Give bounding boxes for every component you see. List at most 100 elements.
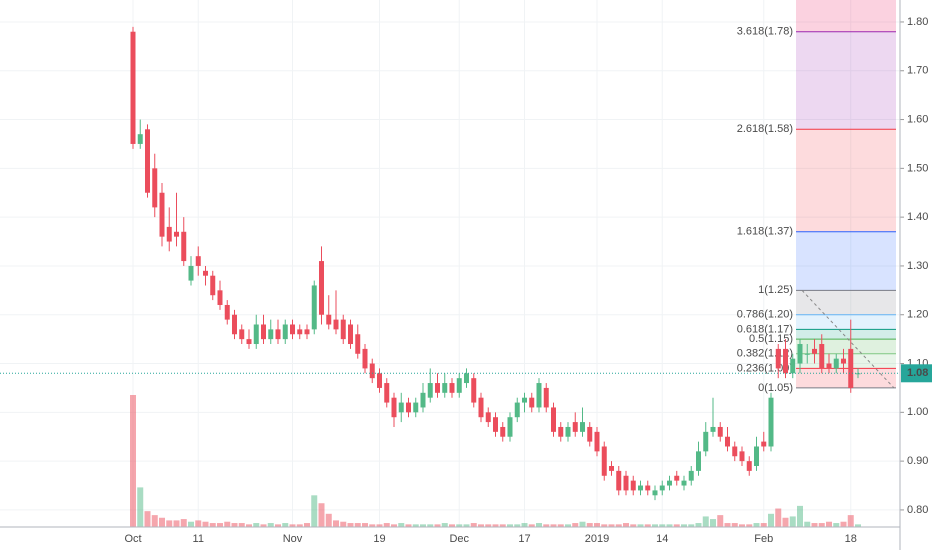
fib-band — [796, 290, 896, 315]
volume-bar — [775, 508, 782, 527]
volume-bar — [311, 495, 318, 527]
candle-body — [420, 392, 426, 408]
candle-body — [282, 324, 288, 340]
y-tick-label: 1.50 — [907, 162, 928, 174]
candle-body — [558, 426, 564, 437]
fib-label: 0.618(1.17) — [737, 323, 793, 335]
fib-label: 1.618(1.37) — [737, 226, 793, 238]
volume-bar — [608, 524, 615, 527]
candle-body — [768, 397, 774, 447]
candle-body — [166, 226, 172, 242]
candle-body — [203, 270, 208, 276]
candle-body — [580, 422, 585, 432]
candle-body — [449, 383, 455, 393]
candle-body — [456, 378, 462, 393]
fib-band — [796, 231, 896, 291]
candle-body — [522, 397, 527, 403]
volume-bar — [601, 524, 608, 527]
candle-body — [261, 324, 266, 340]
candle-body — [297, 329, 303, 335]
volume-bar — [282, 523, 289, 527]
volume-bar — [369, 524, 376, 527]
candle-body — [761, 441, 767, 447]
volume-bar — [514, 524, 521, 527]
candle-body — [369, 363, 375, 379]
y-tick-label: 1.40 — [907, 211, 928, 223]
x-tick-label: 17 — [518, 533, 530, 545]
candle-body — [739, 451, 745, 462]
candle-body — [804, 353, 810, 355]
x-tick-label: 19 — [373, 533, 385, 545]
volume-bar — [180, 519, 187, 527]
candle-body — [232, 314, 237, 335]
volume-bar — [427, 524, 434, 527]
volume-bar — [151, 515, 158, 527]
candle-body — [754, 446, 759, 467]
candle-body — [710, 426, 716, 432]
candle-body — [159, 192, 165, 237]
candle-body — [529, 397, 535, 408]
volume-bar — [731, 523, 738, 527]
volume-bar — [267, 523, 274, 527]
candle-body — [601, 446, 607, 476]
volume-bar — [383, 523, 390, 527]
candle-body — [326, 314, 332, 325]
volume-bar — [833, 523, 840, 527]
volume-bar — [652, 524, 658, 527]
volume-bar — [492, 524, 499, 527]
candle-body — [398, 402, 404, 413]
candle-body — [797, 344, 803, 364]
y-tick-label: 0.80 — [907, 504, 928, 516]
candle-body — [812, 348, 817, 354]
volume-bar — [188, 521, 194, 527]
volume-bar — [717, 515, 724, 527]
fib-band — [796, 129, 896, 232]
candle-body — [833, 358, 839, 369]
volume-bar — [434, 524, 441, 527]
volume-bar — [804, 521, 811, 527]
x-tick-label: Feb — [754, 533, 773, 545]
volume-bar — [137, 487, 144, 527]
y-tick-label: 1.60 — [907, 113, 928, 125]
candle-body — [137, 134, 143, 144]
volume-bar — [144, 511, 151, 527]
candle-body — [790, 358, 796, 374]
y-tick-label: 1.70 — [907, 65, 928, 77]
candle-body — [435, 383, 440, 393]
candle-body — [717, 426, 723, 437]
volume-bar — [202, 521, 209, 527]
volume-bar — [760, 523, 767, 527]
volume-bar — [528, 524, 535, 527]
volume-bar — [209, 523, 216, 527]
y-tick-label: 1.30 — [907, 260, 928, 272]
y-tick-label: 1.00 — [907, 406, 928, 418]
fib-band — [796, 0, 896, 32]
x-tick-label: Dec — [449, 533, 469, 545]
volume-bar — [441, 523, 448, 527]
candle-body — [391, 397, 397, 418]
volume-bar — [630, 524, 637, 527]
volume-bar — [130, 395, 136, 527]
candle-body — [239, 329, 245, 340]
volume-bar — [594, 523, 600, 527]
candle-body — [130, 31, 136, 144]
fib-label: 0.786(1.20) — [737, 309, 793, 321]
candle-body — [826, 363, 832, 369]
candle-body — [195, 256, 201, 266]
candle-body — [500, 426, 506, 437]
volume-bar — [739, 524, 745, 527]
candle-body — [551, 407, 556, 432]
candle-body — [377, 373, 382, 388]
candle-body — [427, 383, 433, 398]
candle-body — [783, 348, 788, 374]
volume-bar — [644, 524, 651, 527]
volume-bar — [318, 503, 325, 527]
candle-body — [493, 417, 498, 432]
volume-bar — [362, 523, 368, 527]
volume-bar — [840, 521, 847, 527]
volume-bar — [253, 523, 260, 527]
candle-body — [275, 329, 281, 340]
volume-bar — [543, 524, 550, 527]
candle-body — [732, 446, 738, 457]
candle-body — [688, 470, 694, 481]
